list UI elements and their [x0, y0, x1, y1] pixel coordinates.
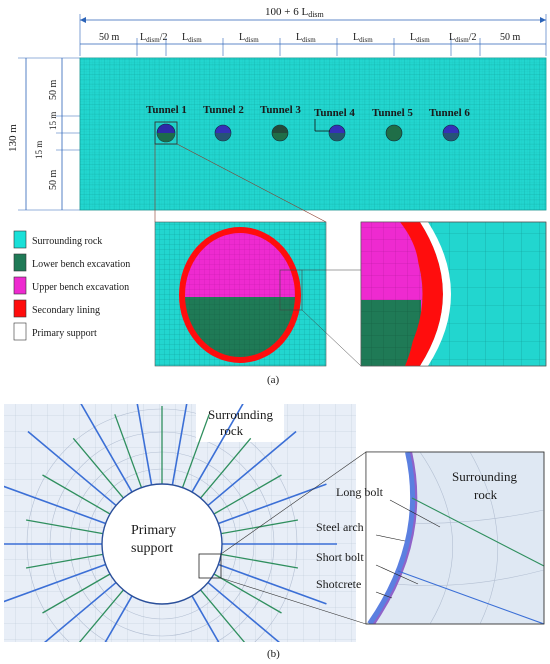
tunnel-1-label: Tunnel 1	[146, 104, 187, 116]
short-bolt	[181, 414, 210, 488]
long-bolt	[218, 563, 327, 605]
h-mid2: 15 m	[34, 141, 44, 159]
seg-outer-left: 50 m	[99, 32, 120, 43]
long-bolt	[171, 404, 188, 486]
long-bolt	[4, 485, 106, 525]
long-bolt	[80, 404, 133, 493]
callouts: Long bolt Steel arch Short bolt Shotcret…	[316, 485, 441, 599]
panel-a: 100 + 6 Ldism 50 m Ldism/2 Ldism Ldism L…	[7, 6, 547, 386]
primary-support-label-2: support	[131, 541, 173, 556]
long-bolt	[136, 404, 153, 486]
zoom-rock-label-1: Surrounding	[452, 469, 518, 484]
legend-label-1: Lower bench excavation	[32, 259, 130, 270]
long-bolt	[191, 404, 244, 493]
short-bolt	[42, 573, 111, 614]
svg-text:Ldism/2: Ldism/2	[449, 32, 477, 44]
short-bolt	[25, 519, 104, 535]
total-width-label: 100 + 6 L	[265, 6, 308, 18]
short-bolt	[200, 437, 252, 499]
svg-text:Ldism: Ldism	[239, 32, 259, 44]
caption-b: (b)	[267, 648, 280, 660]
h-bottom: 50 m	[48, 170, 59, 191]
seg-outer-right: 50 m	[500, 32, 521, 43]
tunnel-enlarged	[154, 221, 362, 367]
total-width-sub: dism	[308, 10, 324, 19]
short-bolt	[220, 553, 299, 569]
legend: Surrounding rock Lower bench excavation …	[13, 230, 130, 341]
h-mid1: 15 m	[48, 112, 58, 130]
long-bolt	[207, 430, 297, 507]
long-bolt	[43, 581, 117, 642]
long-bolt	[4, 563, 106, 603]
primary-support-ring	[101, 483, 223, 605]
zoom-box-tunnel-1	[154, 121, 178, 145]
long-bolt	[207, 581, 281, 642]
h-top: 50 m	[48, 80, 59, 101]
tunnel-labels: Tunnel 1 Tunnel 2 Tunnel 3 Tunnel 4 Tunn…	[146, 104, 470, 132]
svg-text:Ldism: Ldism	[296, 32, 316, 44]
short-bolt	[213, 474, 282, 515]
svg-text:100 + 6 Ldism: 100 + 6 Ldism	[265, 6, 325, 19]
tunnel-2-label: Tunnel 2	[203, 104, 244, 116]
panel-b: Surrounding rock Primary support	[4, 404, 545, 660]
svg-text:Ldism/2: Ldism/2	[140, 32, 168, 44]
surrounding-rock-label-2: rock	[220, 423, 244, 438]
tunnel-6-label: Tunnel 6	[429, 107, 470, 119]
short-bolt	[72, 437, 124, 499]
height-total: 130 m	[7, 124, 19, 152]
svg-text:Ldism: Ldism	[353, 32, 373, 44]
short-bolt	[200, 589, 246, 642]
short-bolt	[25, 553, 104, 569]
short-bolt	[42, 474, 111, 515]
legend-label-3: Secondary lining	[32, 305, 100, 316]
legend-label-0: Surrounding rock	[32, 236, 102, 247]
total-width-dimension: 100 + 6 Ldism	[79, 6, 547, 56]
zoom-box-lining	[279, 269, 303, 311]
long-bolt	[218, 483, 327, 525]
primary-support-label-1: Primary	[131, 523, 176, 538]
tunnel-3-label: Tunnel 3	[260, 104, 301, 116]
svg-text:Ldism: Ldism	[410, 32, 430, 44]
legend-label-2: Upper bench excavation	[32, 282, 129, 293]
long-bolt	[27, 430, 117, 507]
height-dimensions: 130 m 50 m 15 m 15 m 50 m	[7, 57, 80, 211]
short-bolt	[213, 573, 282, 614]
model-mesh: Tunnel 1 Tunnel 2 Tunnel 3 Tunnel 4 Tunn…	[79, 57, 547, 211]
legend-label-4: Primary support	[32, 328, 97, 339]
tunnel-4-label: Tunnel 4	[314, 107, 355, 119]
long-bolt	[191, 595, 220, 642]
caption-a: (a)	[267, 374, 280, 386]
surrounding-rock-label-1: Surrounding	[208, 407, 274, 422]
short-bolt-label: Short bolt	[316, 550, 364, 564]
support-zoom: Surrounding rock	[365, 451, 545, 625]
short-bolt	[78, 589, 124, 642]
long-bolt-label: Long bolt	[336, 485, 384, 499]
steel-arch-label: Steel arch	[316, 520, 364, 534]
segment-dimensions: 50 m Ldism/2 Ldism Ldism Ldism Ldism Ldi…	[80, 32, 546, 56]
tunnel-5-label: Tunnel 5	[372, 107, 413, 119]
zoom-rock-label-2: rock	[474, 487, 498, 502]
svg-text:Ldism: Ldism	[182, 32, 202, 44]
rock-bolts	[4, 404, 337, 642]
lining-zoom	[360, 221, 547, 367]
long-bolt	[104, 595, 133, 642]
short-bolt	[114, 414, 143, 488]
shotcrete-label: Shotcrete	[316, 577, 361, 591]
tunnel-holes	[156, 123, 460, 143]
zoom-box-support	[198, 553, 222, 579]
